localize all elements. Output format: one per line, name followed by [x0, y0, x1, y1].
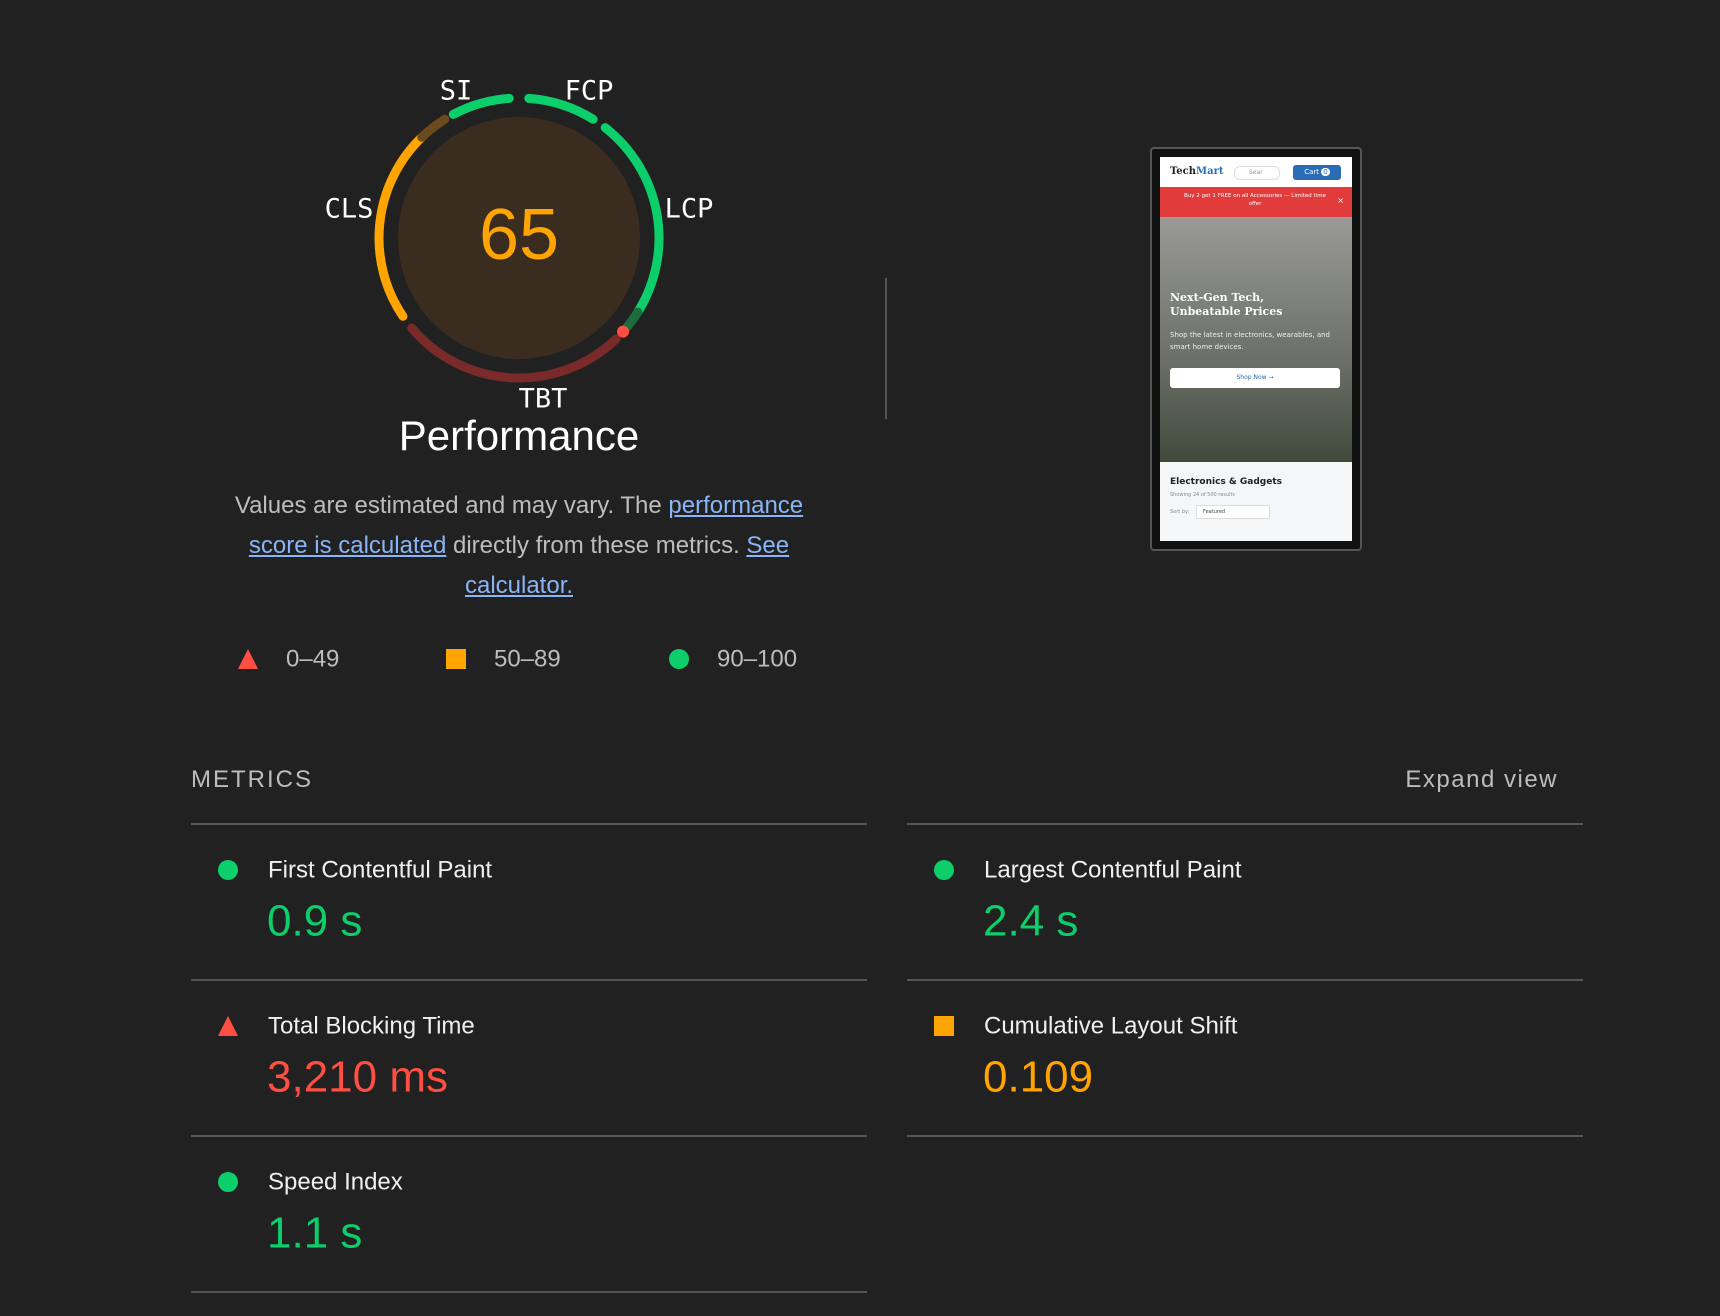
link[interactable]: performance score is calculated [248, 492, 804, 559]
sort-label: Sort by: [1170, 509, 1190, 515]
metric-name: Cumulative Layout Shift [984, 1012, 1238, 1039]
hero-text: Shop the latest in electronics, wearable… [1170, 331, 1330, 351]
metric-value: 3,210 ms [267, 1053, 448, 1102]
metric-value: 0.9 s [267, 897, 362, 946]
legend-label: 90–100 [717, 645, 797, 672]
icon [218, 1172, 238, 1192]
metric-value: 0.109 [983, 1053, 1093, 1102]
close[interactable]: × [1337, 196, 1344, 205]
gauge-arc [374, 132, 427, 321]
gauge-inner [398, 117, 640, 359]
legend-label: 50–89 [494, 645, 561, 672]
metric-name: Total Blocking Time [268, 1012, 475, 1039]
section-title: Electronics & Gadgets [1170, 477, 1283, 487]
text: directly from these metrics. [446, 532, 747, 559]
gauge-arc [524, 93, 598, 124]
gauge-label: CLS [325, 194, 374, 225]
icon [934, 1016, 954, 1036]
search[interactable]: Sear [1234, 166, 1280, 180]
icon [238, 649, 258, 669]
gauge-label: FCP [565, 76, 614, 107]
gauge-dot [617, 325, 630, 338]
gauge-arc [407, 323, 621, 383]
gauge-label: TBT [519, 384, 568, 415]
icon [218, 860, 238, 880]
gauge-arc [417, 114, 450, 142]
gauge-label: LCP [665, 194, 714, 225]
hero: Next-Gen Tech, Unbeatable Prices Shop th… [1160, 217, 1352, 462]
brand-a: Tech [1170, 166, 1197, 177]
brand: TechMart [1170, 166, 1223, 177]
thumbnail-frame: TechMart Sear Cart 0 Buy 2 get 1 FREE on… [1150, 147, 1362, 551]
metric-name: First Contentful Paint [268, 856, 492, 883]
expand-view[interactable]: Expand view [1405, 766, 1558, 793]
icon [218, 1016, 238, 1036]
text: Values are estimated and may vary. The [234, 492, 669, 519]
cart[interactable]: Cart 0 [1293, 165, 1341, 180]
icon [446, 649, 466, 669]
gauge-arc [621, 307, 643, 333]
metrics-title: METRICS [191, 766, 313, 793]
brand-b: Mart [1196, 166, 1224, 177]
score: 65 [479, 195, 559, 275]
gauge-title: Performance [399, 412, 639, 459]
metric-value: 2.4 s [983, 897, 1078, 946]
icon [669, 649, 689, 669]
gauge-arc [600, 123, 664, 317]
cart-label: Cart [1304, 168, 1320, 176]
listing: Electronics & Gadgets Showing 24 of 500 … [1160, 462, 1352, 541]
icon [934, 860, 954, 880]
hero-title: Next-Gen Tech, Unbeatable Prices [1170, 291, 1283, 318]
metric-value: 1.1 s [267, 1209, 362, 1258]
legend-label: 0–49 [286, 645, 339, 672]
cart-count: 0 [1321, 168, 1330, 176]
promo-bar: Buy 2 get 1 FREE on all Accessories — Li… [1160, 187, 1352, 217]
metric-name: Speed Index [268, 1168, 403, 1195]
description: Values are estimated and may vary. The p… [209, 486, 829, 606]
metric-name: Largest Contentful Paint [984, 856, 1242, 883]
gauge-label: SI [440, 76, 473, 107]
thumbnail: TechMart Sear Cart 0 Buy 2 get 1 FREE on… [1160, 157, 1352, 541]
link[interactable]: See calculator. [464, 532, 790, 599]
promo: Buy 2 get 1 FREE on all Accessories — Li… [1184, 193, 1326, 207]
section-sub: Showing 24 of 500 results [1170, 492, 1236, 498]
sort-select[interactable]: Featured [1196, 505, 1270, 519]
gauge-arc [448, 93, 514, 119]
hero-button[interactable]: Shop Now → [1170, 368, 1340, 388]
